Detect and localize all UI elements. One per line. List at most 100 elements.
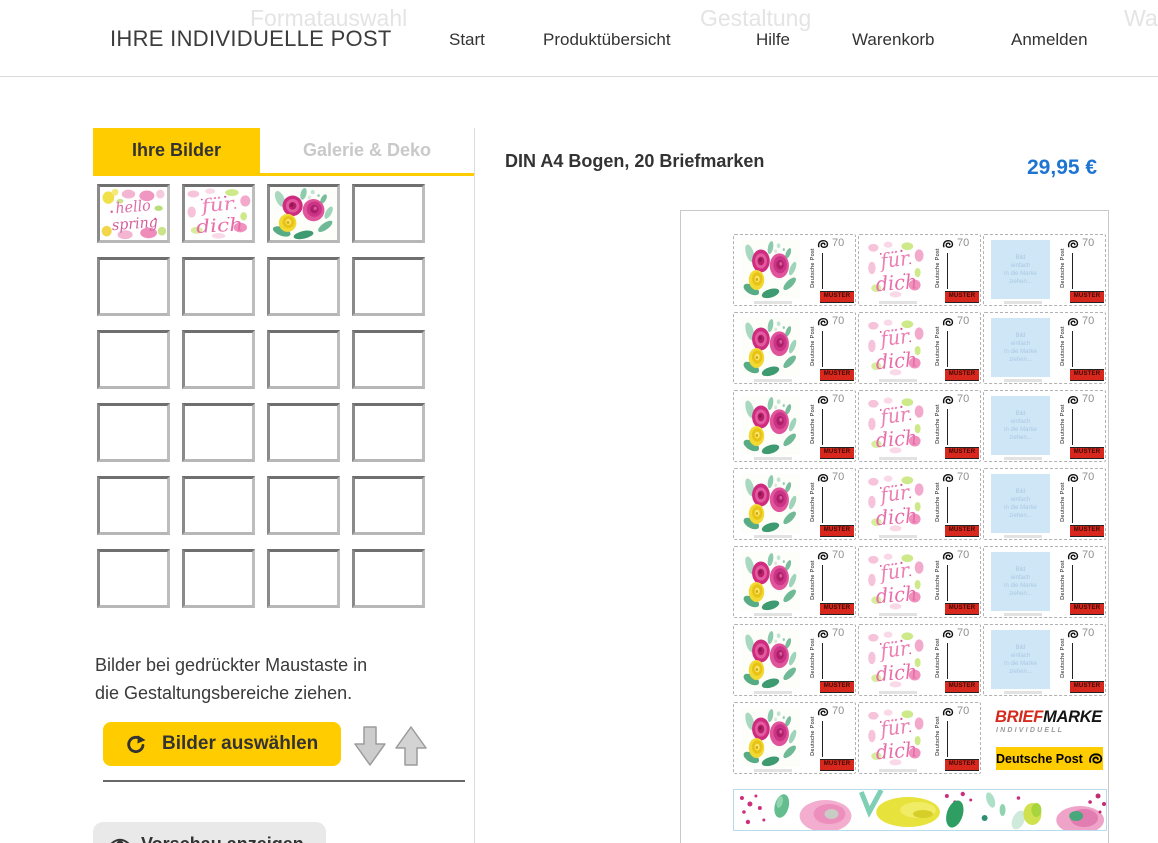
stamp-brand-vertical: Deutsche Post (1060, 638, 1066, 678)
stamp[interactable]: Bild einfach in die Marke ziehen... Deut… (983, 234, 1106, 306)
stamp-brand-vertical: Deutsche Post (1060, 560, 1066, 600)
scroll-down-button[interactable] (351, 724, 389, 768)
stamp-value: 70 (957, 393, 970, 405)
stamp[interactable]: Bild einfach in die Marke ziehen... Deut… (983, 468, 1106, 540)
stamp[interactable]: für dich Deutsche Post 70 MUSTER (858, 468, 981, 540)
stamp-microtext (1004, 613, 1042, 616)
stamp[interactable]: Deutsche Post 70 MUSTER (733, 702, 856, 774)
stamp[interactable]: für dich Deutsche Post 70 MUSTER (858, 546, 981, 618)
stamp-image: Bild einfach in die Marke ziehen... (991, 240, 1050, 299)
empty-image-slot (182, 549, 255, 608)
nav-anmelden[interactable]: Anmelden (1011, 30, 1088, 49)
stamp-security-line (1072, 487, 1073, 523)
posthorn-icon (817, 317, 829, 327)
nav-warenkorb[interactable]: Warenkorb (852, 30, 935, 49)
arrow-up-icon (395, 726, 427, 766)
stamp-brand-vertical: Deutsche Post (810, 716, 816, 756)
stamp-image: für dich (866, 630, 925, 689)
empty-image-slot (97, 476, 170, 535)
empty-stamp-placeholder[interactable]: Bild einfach in die Marke ziehen... (991, 474, 1050, 533)
stamp[interactable]: Bild einfach in die Marke ziehen... Deut… (983, 390, 1106, 462)
svg-text:für: für (878, 480, 912, 507)
tab-ihre-bilder[interactable]: Ihre Bilder (93, 128, 260, 173)
posthorn-icon (1067, 629, 1079, 639)
stamp-image (741, 396, 800, 455)
stamp-value: 70 (1082, 471, 1095, 483)
stamp-brand-vertical: Deutsche Post (810, 482, 816, 522)
stamp-image (741, 630, 800, 689)
scroll-up-button[interactable] (392, 724, 430, 768)
muster-mark: MUSTER (820, 291, 854, 303)
posthorn-icon (817, 473, 829, 483)
tab-galerie-deko[interactable]: Galerie & Deko (260, 128, 474, 173)
stamp-security-line (822, 565, 823, 601)
stamp-image: für dich (866, 396, 925, 455)
site-logo[interactable]: IHRE INDIVIDUELLE POST (110, 26, 392, 51)
muster-mark: MUSTER (1070, 681, 1104, 693)
svg-text:dich: dich (875, 660, 918, 687)
empty-stamp-placeholder[interactable]: Bild einfach in die Marke ziehen... (991, 318, 1050, 377)
stamp-microtext (879, 301, 917, 304)
stamp-brand-vertical: Deutsche Post (1060, 482, 1066, 522)
stamp-microtext (754, 379, 792, 382)
nav-start[interactable]: Start (449, 30, 485, 49)
placeholder-text: einfach (1010, 574, 1031, 581)
select-images-button[interactable]: Bilder auswählen (103, 722, 341, 766)
stamp[interactable]: Deutsche Post 70 MUSTER (733, 234, 856, 306)
posthorn-icon (942, 629, 954, 639)
stamp-microtext (879, 769, 917, 772)
stamp[interactable]: Deutsche Post 70 MUSTER (733, 468, 856, 540)
preview-button-label: Vorschau anzeigen (141, 834, 304, 843)
image-thumbnail-roses[interactable] (267, 184, 340, 243)
nav-hilfe[interactable]: Hilfe (756, 30, 791, 49)
stamp[interactable]: für dich Deutsche Post 70 MUSTER (858, 702, 981, 774)
stamp-security-line (1072, 643, 1073, 679)
stamp[interactable]: Bild einfach in die Marke ziehen... Deut… (983, 624, 1106, 696)
placeholder-text: Bild (1015, 410, 1026, 417)
stamp[interactable]: Bild einfach in die Marke ziehen... Deut… (983, 546, 1106, 618)
placeholder-text: Bild (1015, 488, 1026, 495)
empty-stamp-placeholder[interactable]: Bild einfach in die Marke ziehen... (991, 630, 1050, 689)
sheet-footer-artwork (733, 789, 1107, 831)
stamp-microtext (754, 613, 792, 616)
posthorn-icon (817, 629, 829, 639)
stamp-image (741, 240, 800, 299)
stamp-value: 70 (1082, 237, 1095, 249)
stamp[interactable]: Deutsche Post 70 MUSTER (733, 624, 856, 696)
empty-image-slot (352, 330, 425, 389)
stamp[interactable]: für dich Deutsche Post 70 MUSTER (858, 624, 981, 696)
stamp-brand-vertical: Deutsche Post (935, 326, 941, 366)
empty-image-slot (352, 184, 425, 243)
image-thumbnail-hello-spring[interactable]: hello spring (97, 184, 170, 243)
stamp[interactable]: für dich Deutsche Post 70 MUSTER (858, 234, 981, 306)
stamp[interactable]: für dich Deutsche Post 70 MUSTER (858, 390, 981, 462)
stamp-security-line (947, 565, 948, 601)
svg-text:für: für (878, 324, 912, 351)
empty-stamp-placeholder[interactable]: Bild einfach in die Marke ziehen... (991, 396, 1050, 455)
stamp[interactable]: Bild einfach in die Marke ziehen... Deut… (983, 312, 1106, 384)
fuer-dich-artwork: für dich (866, 396, 925, 455)
empty-stamp-placeholder[interactable]: Bild einfach in die Marke ziehen... (991, 552, 1050, 611)
stamp-brand-vertical: Deutsche Post (1060, 248, 1066, 288)
posthorn-icon (817, 551, 829, 561)
stamp-image: für dich (866, 552, 925, 611)
fuer-dich-artwork: für dich (866, 318, 925, 377)
empty-image-slot (97, 403, 170, 462)
muster-mark: MUSTER (945, 681, 979, 693)
stamp[interactable]: für dich Deutsche Post 70 MUSTER (858, 312, 981, 384)
nav-produktuebersicht[interactable]: Produktübersicht (543, 30, 671, 49)
empty-image-slot (352, 549, 425, 608)
stamp-image: für dich (866, 474, 925, 533)
empty-stamp-placeholder[interactable]: Bild einfach in die Marke ziehen... (991, 240, 1050, 299)
svg-text:dich: dich (875, 426, 918, 453)
stamp[interactable]: Deutsche Post 70 MUSTER (733, 312, 856, 384)
image-thumbnail-fuer-dich[interactable]: für dich (182, 184, 255, 243)
posthorn-icon (942, 395, 954, 405)
stamp[interactable]: Deutsche Post 70 MUSTER (733, 390, 856, 462)
preview-button[interactable]: Vorschau anzeigen (93, 822, 326, 843)
placeholder-text: ziehen... (1009, 356, 1032, 363)
stamp-image: Bild einfach in die Marke ziehen... (991, 396, 1050, 455)
placeholder-text: in die Marke (1004, 270, 1037, 277)
stamp[interactable]: Deutsche Post 70 MUSTER (733, 546, 856, 618)
